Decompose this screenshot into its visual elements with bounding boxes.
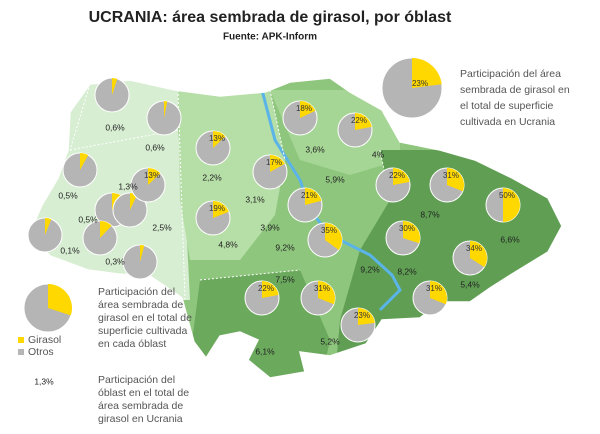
pie-slice	[470, 241, 488, 268]
pie-label: 22%	[258, 284, 274, 293]
share-label: 6,6%	[500, 234, 520, 244]
legend-share-sample: 1,3%	[34, 376, 54, 386]
pie-slice	[213, 201, 229, 218]
legend-text: superficie cultivada	[98, 325, 187, 337]
legend-text: óblast en el total de	[98, 387, 189, 399]
pie-label: 19%	[209, 204, 225, 213]
pie-slice	[140, 245, 145, 262]
share-label: 3,1%	[245, 194, 265, 204]
pie-label: 22%	[389, 171, 405, 180]
pie-slice	[503, 188, 520, 222]
pie-label: 21%	[301, 191, 317, 200]
pie-slice	[305, 188, 322, 205]
pie-label: 31%	[443, 171, 459, 180]
legend-text: Participación del	[98, 374, 175, 386]
pie-label: 30%	[399, 224, 415, 233]
share-label: 0,6%	[145, 142, 165, 152]
share-label: 8,7%	[420, 209, 440, 219]
pie-slice	[148, 168, 161, 185]
share-label: 4%	[372, 149, 385, 159]
pie-slice	[300, 101, 316, 118]
legend-text: cultivada en Ucrania	[460, 116, 555, 128]
pie-label: 31%	[314, 284, 330, 293]
pie-slice	[270, 155, 285, 172]
share-label: 9,2%	[275, 242, 295, 252]
legend-text: área sembrada de	[98, 400, 183, 412]
share-label: 6,1%	[255, 346, 275, 356]
share-label: 0,3%	[105, 256, 125, 266]
share-label: 0,6%	[105, 122, 125, 132]
share-label: 9,2%	[360, 264, 380, 274]
share-label: 3,6%	[305, 144, 325, 154]
pie-slice	[355, 113, 372, 130]
pie-label: 35%	[321, 226, 337, 235]
share-label: 5,2%	[320, 336, 340, 346]
pie-label: 13%	[209, 134, 225, 143]
share-label: 0,5%	[58, 190, 78, 200]
pie-slice	[130, 192, 138, 210]
share-label: 3,9%	[260, 222, 280, 232]
legend-text: girasol en el total de	[98, 312, 192, 324]
pie-slice	[45, 218, 52, 235]
source: Fuente: APK-Inform	[223, 32, 317, 43]
legend-text: sembrada de girasol en	[460, 84, 570, 96]
pie-slice	[112, 78, 118, 95]
pie-slice	[48, 284, 72, 316]
pie-slice	[318, 281, 336, 305]
pie-slice	[325, 223, 342, 250]
pie-slice	[164, 101, 168, 118]
share-label: 7,5%	[275, 274, 295, 284]
pie-label: 17%	[266, 158, 282, 167]
share-label: 4,8%	[218, 239, 238, 249]
pie-slice	[100, 221, 112, 238]
share-label: 2,5%	[152, 222, 172, 232]
pie-slice	[358, 308, 375, 325]
share-label: 1,3%	[118, 181, 138, 191]
pie-label: 18%	[296, 104, 312, 113]
legend-text: Participación del área	[460, 68, 561, 80]
legend-pie-label: 23%	[412, 79, 428, 88]
pie-label: 50%	[499, 191, 515, 200]
pie-slice	[213, 131, 226, 148]
legend-text: girasol en Ucrania	[98, 413, 183, 425]
pie-slice	[262, 281, 279, 298]
pie-label: 13%	[144, 171, 160, 180]
legend-swatch	[18, 349, 24, 355]
legend-key: Girasol	[28, 334, 61, 346]
pie-label: 23%	[354, 311, 370, 320]
legend-key: Otros	[28, 346, 54, 358]
region-south	[180, 270, 330, 378]
share-label: 0,1%	[60, 245, 80, 255]
share-label: 5,9%	[325, 174, 345, 184]
legend-swatch	[18, 337, 24, 343]
pie-slice	[412, 58, 442, 88]
pie-label: 22%	[351, 116, 367, 125]
share-label: 2,2%	[202, 172, 222, 182]
legend-text: área sembrada de	[98, 299, 183, 311]
pie-slice	[80, 153, 89, 170]
share-label: 5,4%	[460, 279, 480, 289]
pie-slice	[447, 167, 464, 192]
oblast-borders	[69, 83, 391, 301]
share-label: 0,5%	[78, 214, 98, 224]
pie-slice	[430, 281, 448, 305]
share-label: 8,2%	[397, 266, 417, 276]
legend-text: en cada óblast	[98, 338, 166, 350]
pie-label: 31%	[426, 284, 442, 293]
pie-slice	[393, 168, 410, 185]
pie-slice	[403, 221, 420, 244]
title: UCRANIA: área sembrada de girasol, por ó…	[89, 9, 452, 26]
legend-text: el total de superficie	[460, 100, 554, 112]
legend-text: Participación del	[98, 286, 175, 298]
pie-label: 34%	[466, 244, 482, 253]
